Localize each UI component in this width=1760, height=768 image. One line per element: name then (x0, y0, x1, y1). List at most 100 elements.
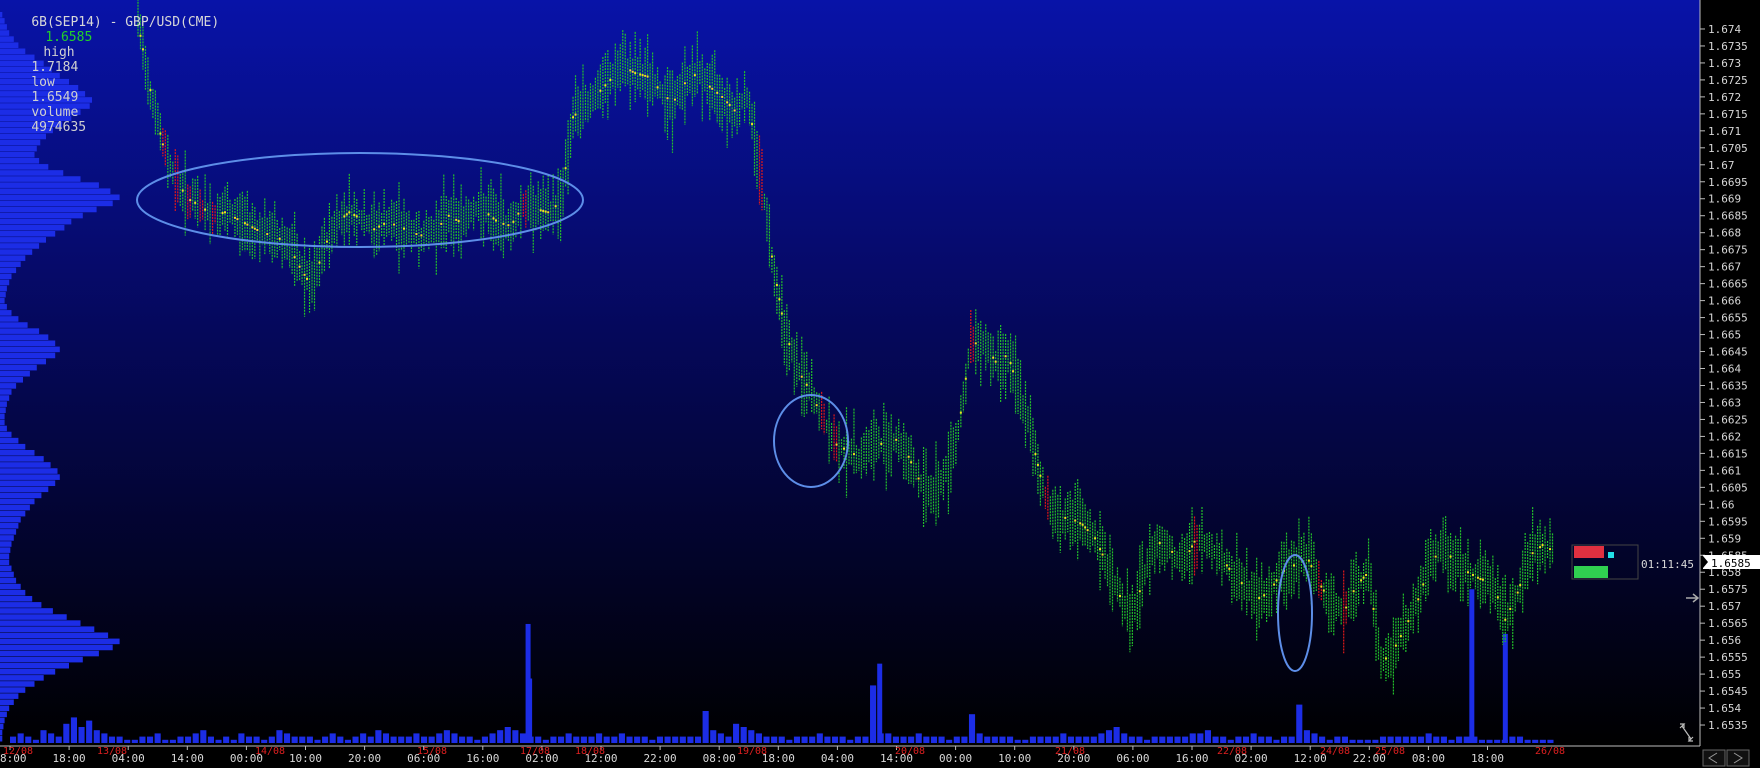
volume-bar (25, 736, 32, 743)
price-tick-label: 1.667 (1708, 261, 1741, 274)
trade-dot (1099, 548, 1102, 551)
trade-dot (775, 283, 778, 286)
volume-bar (1288, 736, 1295, 743)
trade-dot (353, 214, 356, 217)
profile-bar (0, 401, 7, 407)
profile-bar (0, 261, 21, 267)
volume-bar (1532, 739, 1539, 743)
profile-bar (0, 437, 19, 444)
volume-bar (999, 736, 1006, 743)
volume-bar (542, 739, 549, 743)
profile-bar (0, 681, 35, 687)
profile-bar (0, 310, 12, 316)
trade-dot (1036, 463, 1039, 466)
profile-bar (0, 273, 12, 280)
scroll-buttons[interactable] (1702, 749, 1750, 767)
trade-dot (992, 356, 995, 359)
trade-dot (1228, 567, 1231, 570)
volume-bar (1052, 736, 1059, 743)
time-tick-label: 18:00 (53, 752, 86, 765)
scroll-right-button[interactable] (1726, 749, 1750, 767)
profile-bar (0, 176, 81, 182)
price-tick-label: 1.6635 (1708, 379, 1748, 392)
trade-dot (512, 220, 515, 223)
volume-bar (1105, 730, 1113, 743)
price-tick-label: 1.666 (1708, 295, 1741, 308)
time-tick-label: 16:00 (1175, 752, 1208, 765)
profile-bar (0, 243, 40, 249)
date-label: 25/08 (1375, 746, 1405, 757)
volume-bar (748, 730, 755, 743)
profile-bar (0, 322, 28, 328)
low-label: low (31, 75, 55, 90)
scroll-arrow-icon[interactable] (1686, 593, 1700, 603)
profile-bar (0, 151, 35, 158)
trade-dot (564, 167, 567, 170)
volume-bar (816, 733, 823, 743)
volume-bar (10, 736, 17, 743)
trade-dot (1407, 620, 1410, 623)
volume-bar (1151, 736, 1158, 743)
price-tick-label: 1.658 (1708, 566, 1741, 579)
price-bars (137, 0, 1554, 695)
volume-bar (116, 736, 123, 743)
scroll-left-button[interactable] (1702, 749, 1726, 767)
volume-bar (801, 736, 808, 743)
profile-bar (0, 669, 56, 675)
profile-bar (0, 352, 56, 359)
trade-dot (1074, 519, 1077, 522)
time-tick-label: 16:00 (466, 752, 499, 765)
price-tick-label: 1.66 (1708, 498, 1735, 511)
profile-bar (0, 12, 3, 18)
profile-bar (0, 60, 44, 67)
volume-bar (679, 736, 686, 743)
fullscreen-icon[interactable] (1679, 723, 1694, 742)
volume-bar (1022, 739, 1029, 743)
volume-bar (1174, 736, 1181, 743)
profile-bar (0, 650, 99, 657)
last-trade-marker (1608, 552, 1614, 558)
trade-dot (852, 453, 855, 456)
date-label: 13/08 (97, 746, 127, 757)
trade-dot (415, 233, 418, 236)
volume-bar (831, 736, 839, 743)
volume-bar (725, 736, 732, 743)
date-label: 18/08 (575, 746, 605, 757)
volume-bar (1463, 736, 1470, 743)
profile-bar (0, 431, 12, 438)
volume-bar (793, 736, 801, 743)
volume-bar (1159, 736, 1166, 743)
time-tick-label: 00:00 (230, 752, 263, 765)
price-tick-label: 1.6665 (1708, 278, 1748, 291)
trade-dot (673, 98, 676, 101)
trade-dot (318, 261, 321, 264)
price-tick-label: 1.6615 (1708, 447, 1748, 460)
profile-bar (0, 218, 72, 225)
trade-dot (1258, 597, 1261, 600)
volume-bar (367, 736, 374, 743)
volume-bar (101, 733, 108, 743)
order-book-widget[interactable] (1571, 544, 1639, 580)
volume-bar (413, 733, 420, 743)
volume-bar (1250, 733, 1257, 743)
profile-bar (0, 115, 72, 121)
profile-bar (0, 389, 12, 395)
volume-bar (596, 733, 603, 743)
trade-dot (604, 84, 607, 87)
profile-bar (0, 596, 33, 602)
volume-bar (512, 730, 519, 743)
price-tick-label: 1.6715 (1708, 108, 1748, 121)
high-value: 1.7184 (31, 60, 79, 75)
trade-dot (1417, 598, 1420, 601)
volume-bar (1098, 733, 1105, 743)
time-tick-label: 10:00 (998, 752, 1031, 765)
trade-dot (159, 132, 162, 135)
volume-bar (382, 733, 390, 743)
volume-bar (78, 727, 85, 743)
price-tick-label: 1.6645 (1708, 346, 1748, 359)
volume-bar (1090, 736, 1097, 743)
price-tick-label: 1.665 (1708, 329, 1741, 342)
chart-background (0, 0, 1700, 746)
trade-dot (683, 82, 686, 85)
